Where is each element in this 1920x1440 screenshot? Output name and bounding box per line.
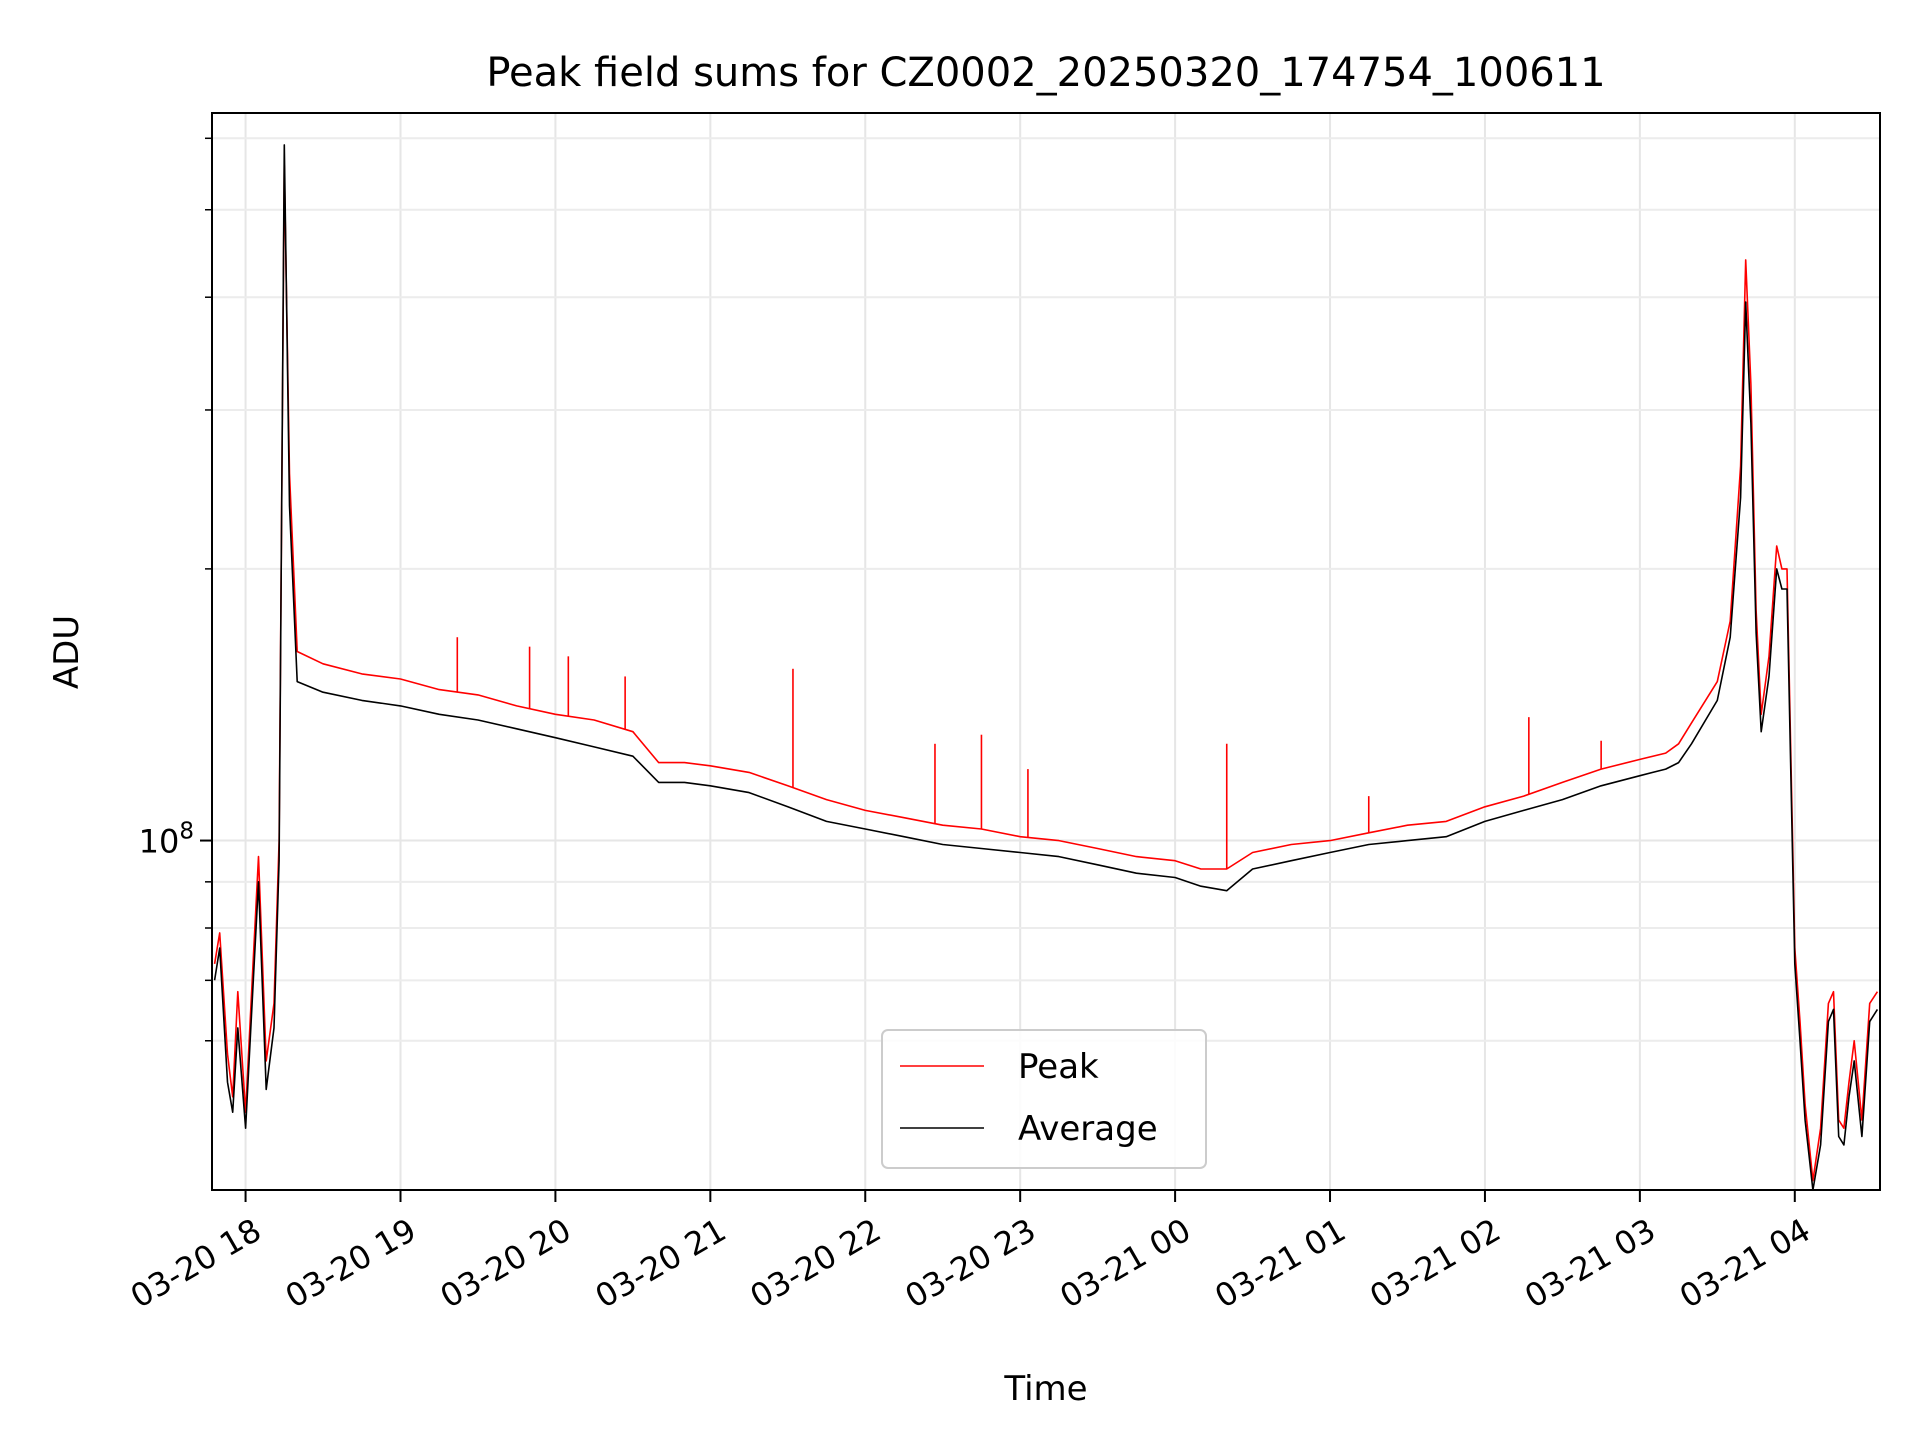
y-axis: 108 xyxy=(139,137,212,1042)
legend-box xyxy=(881,1029,1207,1169)
chart-title: Peak field sums for CZ0002_20250320_1747… xyxy=(486,50,1605,96)
x-axis-label: Time xyxy=(1003,1369,1087,1409)
y-axis-label: ADU xyxy=(47,615,87,689)
legend-peak-label: Peak xyxy=(1018,1047,1099,1087)
series-line-average xyxy=(213,144,1879,1191)
legend-average-label: Average xyxy=(1018,1109,1158,1149)
series-layer xyxy=(213,144,1879,1191)
y-tick-label: 108 xyxy=(139,819,194,861)
plot-frame xyxy=(211,112,1881,1191)
legend: Peak Average xyxy=(881,1029,1207,1169)
grid-layer xyxy=(212,113,1880,1190)
